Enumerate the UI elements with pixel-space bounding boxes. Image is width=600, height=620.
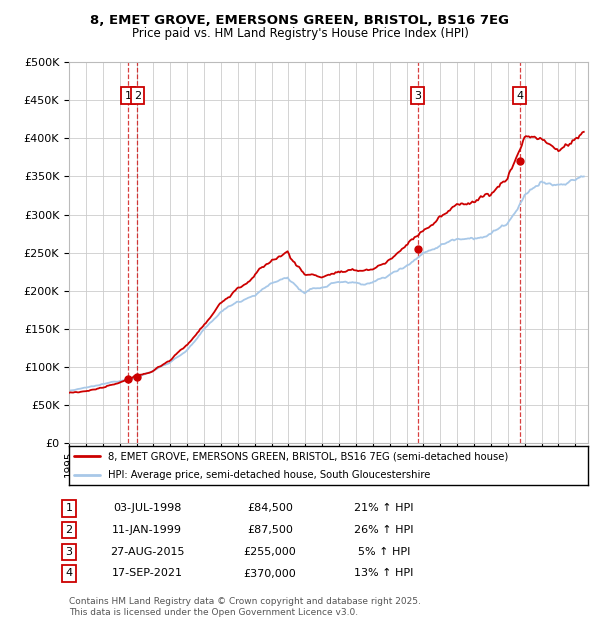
Text: 8, EMET GROVE, EMERSONS GREEN, BRISTOL, BS16 7EG: 8, EMET GROVE, EMERSONS GREEN, BRISTOL, … <box>91 14 509 27</box>
Text: 17-SEP-2021: 17-SEP-2021 <box>112 569 182 578</box>
Text: 13% ↑ HPI: 13% ↑ HPI <box>355 569 413 578</box>
Text: Price paid vs. HM Land Registry's House Price Index (HPI): Price paid vs. HM Land Registry's House … <box>131 27 469 40</box>
Text: 1: 1 <box>65 503 73 513</box>
Text: 3: 3 <box>65 547 73 557</box>
Text: 21% ↑ HPI: 21% ↑ HPI <box>354 503 414 513</box>
Text: 3: 3 <box>414 91 421 100</box>
Text: £255,000: £255,000 <box>244 547 296 557</box>
Text: 26% ↑ HPI: 26% ↑ HPI <box>354 525 414 535</box>
Text: 4: 4 <box>65 569 73 578</box>
Text: 2: 2 <box>134 91 141 100</box>
Text: 4: 4 <box>516 91 523 100</box>
Text: 1: 1 <box>125 91 131 100</box>
Text: 27-AUG-2015: 27-AUG-2015 <box>110 547 184 557</box>
Text: Contains HM Land Registry data © Crown copyright and database right 2025.
This d: Contains HM Land Registry data © Crown c… <box>69 598 421 617</box>
Text: 5% ↑ HPI: 5% ↑ HPI <box>358 547 410 557</box>
Text: £370,000: £370,000 <box>244 569 296 578</box>
Text: 2: 2 <box>65 525 73 535</box>
Text: £84,500: £84,500 <box>247 503 293 513</box>
Text: 8, EMET GROVE, EMERSONS GREEN, BRISTOL, BS16 7EG (semi-detached house): 8, EMET GROVE, EMERSONS GREEN, BRISTOL, … <box>108 451 508 461</box>
Text: £87,500: £87,500 <box>247 525 293 535</box>
Text: 11-JAN-1999: 11-JAN-1999 <box>112 525 182 535</box>
Text: 03-JUL-1998: 03-JUL-1998 <box>113 503 181 513</box>
Text: HPI: Average price, semi-detached house, South Gloucestershire: HPI: Average price, semi-detached house,… <box>108 470 430 480</box>
